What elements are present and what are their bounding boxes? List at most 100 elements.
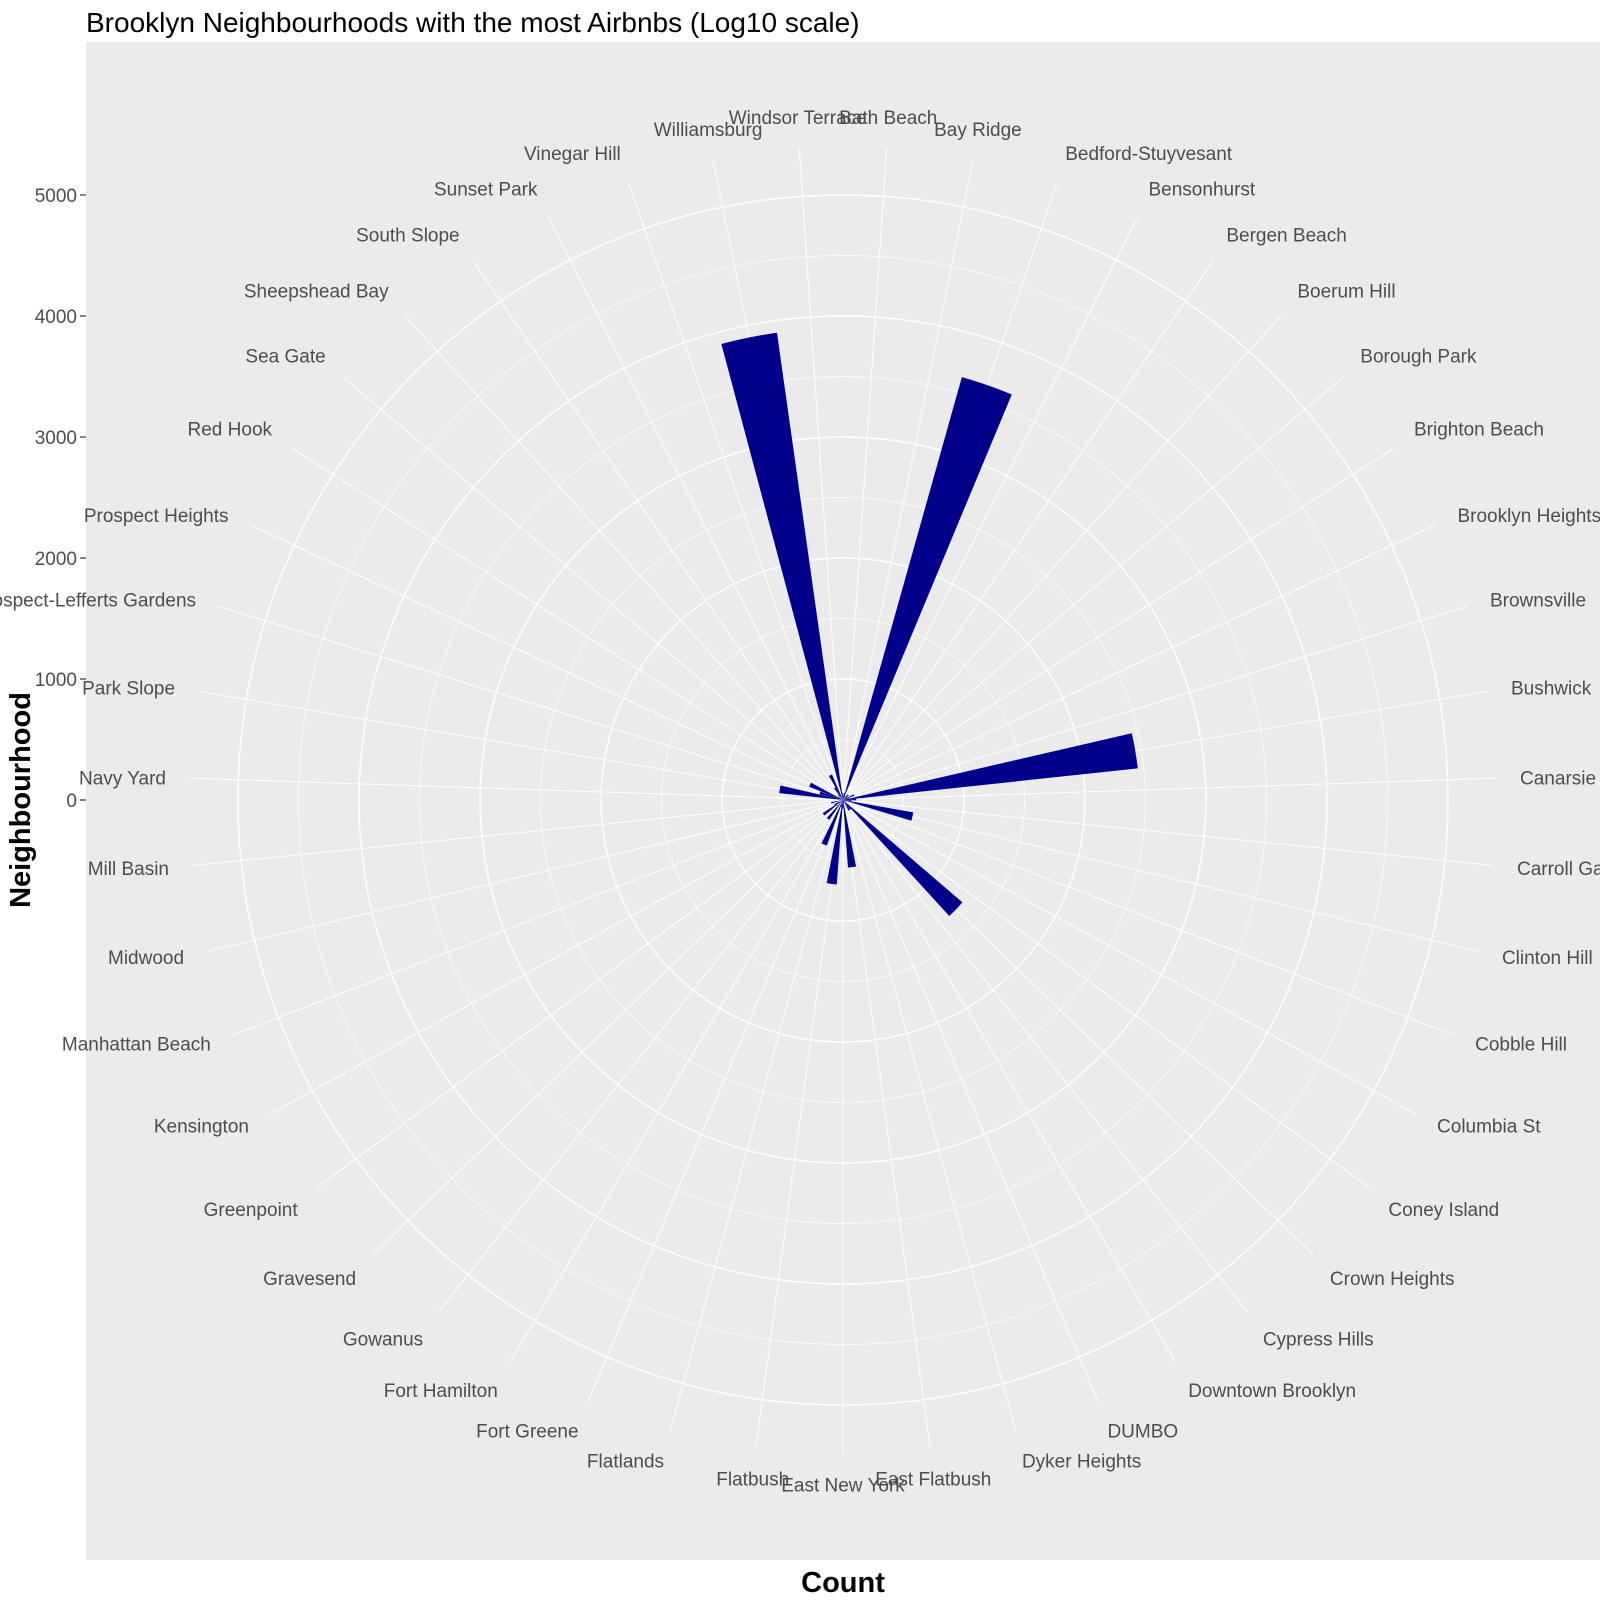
grid-spoke bbox=[842, 799, 1417, 1115]
category-label-greenpoint: Greenpoint bbox=[204, 1200, 299, 1221]
grid-spoke bbox=[509, 799, 844, 1363]
bar-prospect-lefferts-gardens bbox=[819, 791, 843, 800]
grid-spoke bbox=[842, 447, 1395, 801]
bar-dumbo bbox=[843, 800, 845, 803]
grid-spoke bbox=[842, 799, 1099, 1402]
bar-fort-hamilton bbox=[841, 800, 843, 803]
grid-spoke bbox=[842, 159, 974, 801]
category-label-borough-park: Borough Park bbox=[1360, 347, 1477, 368]
bar-canarsie bbox=[843, 798, 857, 801]
bar-flatbush bbox=[826, 800, 843, 885]
category-label-cypress-hills: Cypress Hills bbox=[1263, 1330, 1374, 1351]
bar-borough-park bbox=[843, 794, 849, 800]
category-label-cobble-hill: Cobble Hill bbox=[1475, 1034, 1567, 1055]
bar-carroll-gardens bbox=[843, 800, 852, 802]
bar-kensington bbox=[834, 800, 843, 806]
bar-brighton-beach bbox=[843, 797, 848, 800]
grid-spoke bbox=[842, 799, 1494, 866]
grid-spoke bbox=[842, 315, 1282, 801]
category-label-south-slope: South Slope bbox=[356, 226, 460, 247]
grid-spoke bbox=[842, 216, 1139, 801]
category-label-bedford-stuyvesant: Bedford-Stuyvesant bbox=[1065, 144, 1233, 165]
category-label-brownsville: Brownsville bbox=[1490, 590, 1586, 611]
bar-sheepshead-bay bbox=[837, 794, 843, 800]
grid-spoke bbox=[218, 605, 844, 801]
category-label-dyker-heights: Dyker Heights bbox=[1022, 1451, 1141, 1472]
bar-sunset-park bbox=[828, 774, 843, 800]
grid-spoke bbox=[842, 148, 888, 801]
grid-spoke bbox=[842, 799, 1017, 1431]
bar-gravesend bbox=[841, 800, 843, 802]
grid-spoke bbox=[472, 261, 844, 801]
y-axis: 0 1000 2000 3000 4000 5000 bbox=[35, 186, 86, 812]
bar-bedford-stuyvesant bbox=[843, 377, 1012, 800]
category-label-manhattan-beach: Manhattan Beach bbox=[62, 1034, 211, 1055]
category-label-gravesend: Gravesend bbox=[263, 1269, 356, 1290]
category-label-sunset-park: Sunset Park bbox=[434, 179, 538, 200]
grid-spoke bbox=[842, 261, 1214, 801]
y-tick-label: 0 bbox=[66, 791, 77, 812]
category-label-carroll-gardens: Carroll Gardens bbox=[1517, 859, 1600, 880]
bar-midwood bbox=[831, 800, 843, 804]
category-label-windsor-terrace: Windsor Terrace bbox=[729, 108, 867, 129]
category-label-flatlands: Flatlands bbox=[587, 1451, 664, 1472]
category-label-bergen-beach: Bergen Beach bbox=[1226, 226, 1346, 247]
grid-spoke bbox=[842, 799, 1249, 1314]
y-tick-label: 1000 bbox=[35, 670, 77, 691]
bar-manhattan-beach bbox=[841, 800, 843, 801]
category-label-canarsie: Canarsie bbox=[1520, 768, 1596, 789]
grid-spoke bbox=[250, 524, 844, 801]
category-label-bay-ridge: Bay Ridge bbox=[934, 120, 1022, 141]
grid-spoke bbox=[842, 605, 1468, 801]
bar-williamsburg bbox=[721, 332, 843, 800]
grid-spoke bbox=[587, 799, 844, 1402]
x-axis-title: Count bbox=[801, 1567, 885, 1599]
bar-coney-island bbox=[843, 800, 846, 802]
category-label-gowanus: Gowanus bbox=[343, 1330, 423, 1351]
bar-bushwick bbox=[843, 733, 1138, 800]
category-label-prospect-heights: Prospect Heights bbox=[84, 506, 229, 527]
grid-spoke bbox=[233, 799, 844, 1036]
bar-downtown-brooklyn bbox=[843, 800, 850, 811]
category-label-prospect-lefferts-gardens: Prospect-Lefferts Gardens bbox=[0, 590, 196, 611]
category-label-fort-hamilton: Fort Hamilton bbox=[384, 1381, 498, 1402]
bar-gowanus bbox=[826, 800, 843, 820]
bar-fort-greene bbox=[821, 800, 843, 846]
bar-columbia-st bbox=[843, 800, 847, 802]
y-axis-title: Neighbourhood bbox=[5, 692, 37, 908]
category-label-bushwick: Bushwick bbox=[1511, 678, 1592, 699]
bar-crown-heights bbox=[843, 800, 963, 916]
bar-windsor-terrace bbox=[842, 792, 843, 800]
category-label-bath-beach: Bath Beach bbox=[839, 108, 937, 129]
category-label-fort-greene: Fort Greene bbox=[476, 1422, 578, 1443]
grid-spoke bbox=[207, 799, 844, 952]
grid-spoke bbox=[437, 799, 844, 1314]
category-label-vinegar-hill: Vinegar Hill bbox=[524, 144, 621, 165]
chart-title: Brooklyn Neighbourhoods with the most Ai… bbox=[86, 7, 860, 38]
y-tick-label: 5000 bbox=[35, 186, 77, 207]
category-label-sea-gate: Sea Gate bbox=[245, 347, 325, 368]
grid-spoke bbox=[842, 799, 1177, 1363]
category-label-park-slope: Park Slope bbox=[82, 678, 175, 699]
y-tick-label: 4000 bbox=[35, 307, 77, 328]
grid-spoke bbox=[269, 799, 844, 1115]
grid-spoke bbox=[842, 799, 1479, 952]
category-label-navy-yard: Navy Yard bbox=[79, 768, 166, 789]
bar-east-flatbush bbox=[843, 800, 857, 868]
category-label-midwood: Midwood bbox=[108, 948, 184, 969]
category-label-flatbush: Flatbush bbox=[716, 1469, 789, 1490]
category-label-sheepshead-bay: Sheepshead Bay bbox=[244, 282, 389, 303]
grid-spoke bbox=[316, 799, 844, 1188]
bar-cobble-hill bbox=[843, 800, 846, 802]
category-label-clinton-hill: Clinton Hill bbox=[1502, 948, 1593, 969]
grid-spoke bbox=[842, 777, 1497, 801]
category-label-brighton-beach: Brighton Beach bbox=[1414, 420, 1544, 441]
grid-spoke bbox=[842, 799, 1453, 1036]
category-label-mill-basin: Mill Basin bbox=[88, 859, 169, 880]
category-label-brooklyn-heights: Brooklyn Heights bbox=[1457, 506, 1600, 527]
category-label-red-hook: Red Hook bbox=[188, 420, 273, 441]
grid-spoke bbox=[842, 799, 1370, 1188]
bar-boerum-hill bbox=[843, 794, 849, 800]
